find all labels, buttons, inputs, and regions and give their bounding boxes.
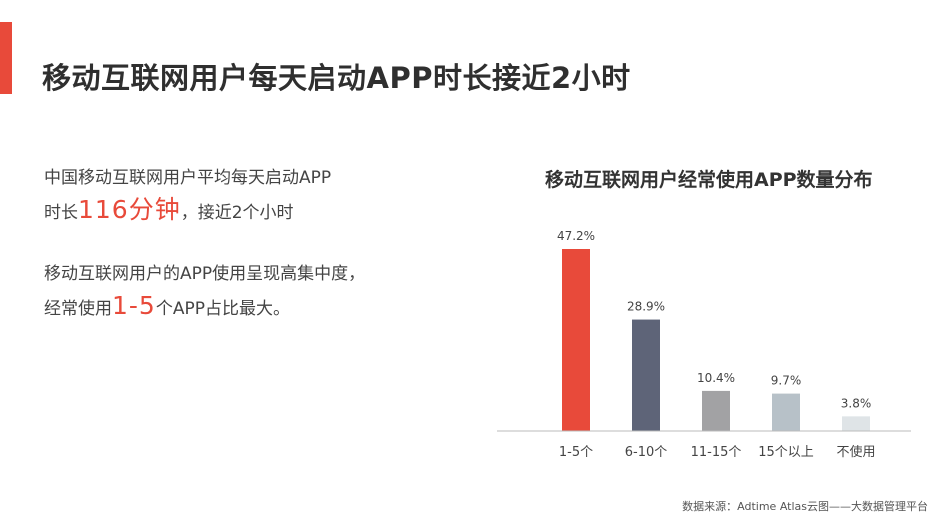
paragraph-1-line-2-suffix: ，接近2个小时	[180, 203, 294, 223]
paragraph-1-line-2: 时长116分钟，接近2个小时	[44, 194, 331, 229]
paragraph-2-line-2: 经常使用1-5个APP占比最大。	[44, 290, 365, 325]
bar-5	[842, 416, 870, 431]
highlight-duration: 116分钟	[78, 195, 181, 224]
paragraph-2-line-2-suffix: 个APP占比最大。	[155, 299, 290, 319]
data-label-3: 10.4%	[697, 371, 735, 385]
bar-4	[772, 393, 800, 431]
category-label-1: 1-5个	[559, 445, 593, 460]
paragraph-2: 移动互联网用户的APP使用呈现高集中度， 经常使用1-5个APP占比最大。	[44, 258, 365, 325]
paragraph-2-line-2-prefix: 经常使用	[44, 299, 112, 319]
data-source: 数据来源：Adtime Atlas云图——大数据管理平台	[682, 500, 928, 513]
highlight-app-count: 1-5	[112, 291, 156, 320]
page-title: 移动互联网用户每天启动APP时长接近2小时	[42, 61, 631, 95]
data-label-2: 28.9%	[627, 300, 665, 314]
data-label-1: 47.2%	[557, 229, 595, 243]
paragraph-1: 中国移动互联网用户平均每天启动APP 时长116分钟，接近2个小时	[44, 162, 331, 229]
category-label-4: 15个以上	[758, 445, 814, 460]
category-label-2: 6-10个	[625, 445, 668, 460]
data-label-4: 9.7%	[771, 374, 802, 388]
bar-2	[632, 319, 660, 431]
paragraph-1-line-2-prefix: 时长	[44, 203, 78, 223]
bar-3	[702, 390, 730, 431]
accent-bar	[0, 22, 12, 94]
paragraph-1-line-1: 中国移动互联网用户平均每天启动APP	[44, 168, 332, 188]
category-label-3: 11-15个	[691, 445, 742, 460]
bar-1	[562, 249, 590, 431]
paragraph-2-line-1: 移动互联网用户的APP使用呈现高集中度，	[44, 264, 366, 284]
data-label-5: 3.8%	[841, 396, 872, 410]
category-label-5: 不使用	[836, 444, 875, 460]
chart-title: 移动互联网用户经常使用APP数量分布	[545, 169, 873, 191]
